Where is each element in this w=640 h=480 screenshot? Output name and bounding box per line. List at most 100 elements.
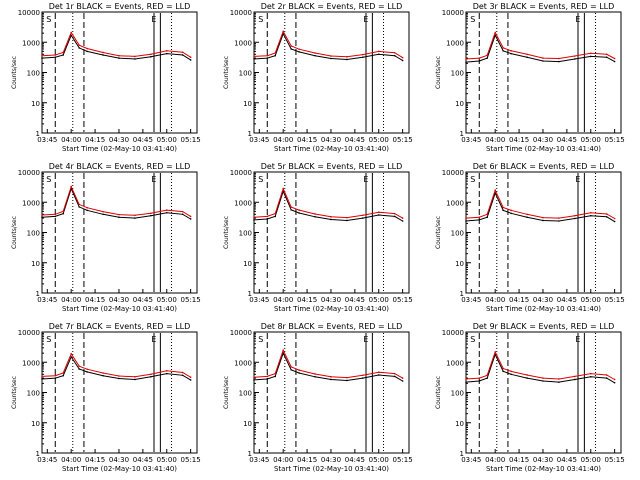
y-tick-label: 1000 bbox=[234, 359, 252, 367]
data-point bbox=[377, 50, 380, 53]
data-point bbox=[465, 61, 467, 63]
x-tick-label: 04:45 bbox=[133, 296, 153, 304]
plot-frame bbox=[253, 171, 410, 294]
y-tick-label: 10 bbox=[243, 100, 252, 108]
x-tick-label: 03:45 bbox=[37, 296, 57, 304]
data-point bbox=[486, 213, 489, 216]
x-tick-label: 05:15 bbox=[181, 456, 201, 464]
data-point bbox=[253, 379, 255, 381]
data-point bbox=[510, 52, 512, 55]
x-tick-label: 04:00 bbox=[61, 136, 81, 144]
plot-frame bbox=[465, 331, 622, 454]
data-point bbox=[502, 47, 504, 49]
data-point bbox=[605, 53, 608, 56]
data-point bbox=[574, 217, 576, 220]
x-tick-label: 05:15 bbox=[605, 456, 625, 464]
data-point bbox=[62, 54, 65, 56]
data-point bbox=[290, 48, 292, 50]
data-point bbox=[502, 209, 504, 212]
x-tick-label: 04:30 bbox=[533, 136, 553, 144]
y-tick-label: 100 bbox=[451, 230, 464, 238]
series-line-lld bbox=[41, 185, 191, 217]
y-tick-label: 10 bbox=[455, 100, 464, 108]
data-point bbox=[314, 213, 316, 215]
data-point bbox=[41, 54, 43, 57]
data-point bbox=[346, 58, 348, 61]
data-point bbox=[102, 372, 104, 374]
x-tick-label: 05:15 bbox=[605, 136, 625, 144]
data-point bbox=[150, 53, 152, 56]
chart-panel-1: Det 1r BLACK = Events, RED = LLD 1 10 100 10… bbox=[11, 2, 201, 153]
y-tick-label: 10 bbox=[455, 420, 464, 428]
data-point bbox=[377, 211, 380, 213]
x-tick-label: 04:15 bbox=[85, 136, 105, 144]
x-tick-label: 03:45 bbox=[37, 456, 57, 464]
y-axis-label: Counts/sec bbox=[223, 376, 230, 409]
data-point bbox=[41, 216, 43, 219]
y-tick-label: 10000 bbox=[230, 329, 252, 337]
data-point bbox=[589, 376, 592, 378]
x-tick-label: 04:30 bbox=[533, 456, 553, 464]
data-point bbox=[526, 216, 528, 219]
data-point bbox=[266, 54, 269, 57]
y-tick-label: 100 bbox=[451, 390, 464, 398]
data-point bbox=[253, 58, 255, 60]
marker-label: E bbox=[575, 175, 580, 184]
data-point bbox=[605, 377, 608, 379]
y-tick-label: 100 bbox=[239, 70, 252, 78]
marker-label: S bbox=[46, 175, 51, 184]
y-tick-label: 100 bbox=[239, 230, 252, 238]
y-tick-label: 1 bbox=[460, 130, 464, 138]
chart-title: Det 8r BLACK = Events, RED = LLD bbox=[261, 322, 403, 331]
data-point bbox=[253, 216, 255, 219]
x-axis-label: Start Time (02-May-10 03:41:40) bbox=[274, 305, 389, 313]
data-point bbox=[401, 56, 404, 59]
data-point bbox=[189, 218, 192, 220]
data-point bbox=[465, 381, 467, 383]
data-point bbox=[290, 369, 292, 371]
data-point bbox=[510, 373, 512, 376]
x-tick-label: 04:00 bbox=[273, 456, 293, 464]
data-point bbox=[118, 54, 120, 57]
y-tick-label: 1 bbox=[460, 290, 464, 298]
chart-title: Det 7r BLACK = Events, RED = LLD bbox=[49, 322, 191, 331]
data-point bbox=[393, 215, 396, 218]
marker-label: E bbox=[151, 15, 156, 24]
data-point bbox=[41, 57, 43, 59]
y-tick-label: 1 bbox=[248, 130, 252, 138]
data-point bbox=[346, 379, 348, 382]
data-point bbox=[54, 54, 57, 56]
data-point bbox=[118, 57, 120, 59]
data-point bbox=[165, 372, 168, 375]
x-tick-label: 05:15 bbox=[181, 296, 201, 304]
data-point bbox=[613, 60, 616, 63]
x-tick-label: 05:00 bbox=[369, 296, 389, 304]
data-point bbox=[253, 376, 255, 379]
data-point bbox=[70, 356, 72, 358]
y-axis-label: Counts/sec bbox=[11, 216, 18, 249]
data-point bbox=[86, 209, 88, 212]
x-tick-label: 04:45 bbox=[345, 296, 365, 304]
data-point bbox=[377, 53, 380, 56]
data-point bbox=[70, 185, 72, 188]
data-point bbox=[526, 213, 528, 216]
data-point bbox=[478, 60, 481, 62]
data-point bbox=[274, 372, 277, 375]
data-point bbox=[542, 60, 544, 62]
x-tick-label: 05:15 bbox=[393, 456, 413, 464]
data-point bbox=[274, 52, 277, 54]
data-point bbox=[118, 216, 120, 219]
data-point bbox=[298, 372, 300, 374]
data-point bbox=[393, 212, 396, 215]
data-point bbox=[86, 368, 88, 370]
y-axis-label: Counts/sec bbox=[223, 56, 230, 89]
data-point bbox=[134, 217, 136, 219]
chart-title: Det 6r BLACK = Events, RED = LLD bbox=[473, 162, 615, 171]
data-point bbox=[542, 377, 544, 379]
data-point bbox=[613, 57, 616, 60]
data-point bbox=[86, 47, 88, 50]
data-point bbox=[502, 367, 504, 370]
data-point bbox=[54, 377, 57, 379]
data-point bbox=[605, 374, 608, 376]
data-point bbox=[393, 54, 396, 57]
